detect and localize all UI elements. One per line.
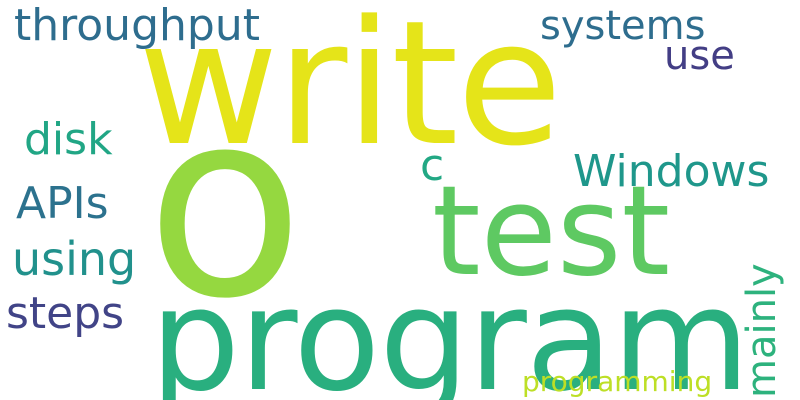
word-mainly: mainly [739,263,785,398]
word-program: program [150,258,750,400]
word-test: test [432,160,671,304]
word-o: o [146,55,304,355]
word-use: use [664,33,735,79]
word-disk: disk [24,114,113,165]
word-using: using [12,232,137,286]
word-throughput: throughput [14,0,260,51]
word-systems: systems [540,3,706,49]
word-programming: programming [522,365,713,398]
word-steps: steps [6,288,125,339]
word-apis: APIs [16,178,109,229]
word-c: c [420,140,445,191]
word-write: write [138,0,562,184]
word-windows: Windows [573,146,770,197]
